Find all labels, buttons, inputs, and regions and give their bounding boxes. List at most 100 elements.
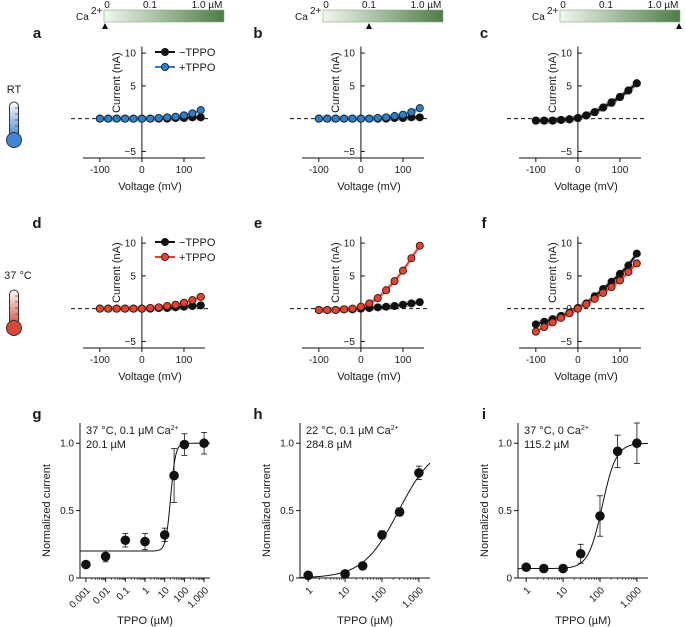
x-tick-label: 100 bbox=[612, 165, 629, 176]
ca-tick: 0 bbox=[560, 0, 566, 11]
legend: −TPPO +TPPO bbox=[155, 47, 216, 74]
data-point bbox=[407, 254, 416, 263]
x-axis-label: TPPO (µM) bbox=[555, 615, 611, 627]
condition-label: 22 °C, 0.1 µM Ca2+ bbox=[306, 425, 399, 437]
data-point bbox=[632, 259, 641, 268]
data-point bbox=[163, 302, 172, 311]
data-point bbox=[632, 79, 641, 88]
data-point bbox=[95, 114, 104, 123]
legend-marker bbox=[160, 252, 169, 261]
x-axis-label: Voltage (mV) bbox=[337, 181, 401, 193]
data-point bbox=[538, 563, 549, 574]
ca-marker bbox=[366, 23, 372, 29]
panel-label: d bbox=[32, 215, 41, 232]
data-point bbox=[407, 108, 416, 117]
data-point bbox=[573, 114, 582, 123]
data-point bbox=[340, 569, 350, 579]
panel-h: h 0 0.5 1.0 Normalized current 1 10 100 1,000 TPP… bbox=[253, 406, 431, 627]
ec50-label: 284.8 µM bbox=[306, 439, 352, 451]
data-point bbox=[179, 111, 188, 120]
data-point bbox=[169, 470, 179, 481]
data-point bbox=[612, 446, 623, 457]
data-point bbox=[179, 439, 190, 450]
x-tick-label: 1,000 bbox=[618, 585, 644, 611]
data-point bbox=[112, 114, 121, 123]
condition-label: 37 °C, 0 Ca2+ bbox=[524, 425, 589, 437]
panel-label: f bbox=[482, 215, 488, 232]
thermo-bulb bbox=[6, 320, 22, 336]
data-point bbox=[196, 106, 205, 115]
data-point bbox=[415, 104, 424, 113]
legend-label-minus: −TPPO bbox=[179, 47, 216, 59]
x-tick-label: -100 bbox=[90, 355, 110, 366]
data-point bbox=[112, 304, 121, 313]
y-axis-label: Normalized current bbox=[479, 464, 491, 557]
data-point bbox=[582, 300, 591, 309]
x-axis-label: TPPO (µM) bbox=[337, 615, 393, 627]
data-point bbox=[104, 304, 113, 313]
panel-label: h bbox=[253, 406, 262, 423]
data-point bbox=[558, 563, 568, 574]
thermo-bulb bbox=[6, 132, 22, 148]
panel-label: a bbox=[33, 25, 42, 42]
data-point bbox=[196, 113, 205, 122]
data-point bbox=[120, 535, 131, 546]
y-tick-label: 5 bbox=[349, 271, 355, 282]
ca-gradient-bar bbox=[103, 9, 225, 23]
data-point bbox=[415, 113, 424, 122]
panel-label: e bbox=[254, 215, 262, 232]
data-point bbox=[565, 309, 574, 318]
data-point bbox=[632, 438, 642, 449]
ca-tick: 0 bbox=[104, 0, 110, 11]
y-axis-label: Current (nA) bbox=[111, 52, 123, 113]
data-point bbox=[323, 305, 332, 314]
ca-label-sup: 2+ bbox=[91, 6, 103, 17]
panel-label: i bbox=[482, 406, 486, 423]
data-point bbox=[595, 511, 605, 521]
legend-label-plus: +TPPO bbox=[179, 62, 216, 74]
legend-label-minus: −TPPO bbox=[179, 237, 216, 249]
y-tick-label: 5 bbox=[130, 271, 136, 282]
data-point bbox=[531, 116, 540, 125]
x-tick-label: 0 bbox=[139, 165, 145, 176]
x-tick-label: 0 bbox=[139, 355, 145, 366]
y-tick-label: 5 bbox=[130, 81, 136, 92]
ca-tick: 1.0 µM bbox=[648, 0, 679, 11]
data-point bbox=[615, 93, 624, 102]
ca-tick: 0.1 bbox=[599, 0, 613, 11]
y-tick-label: 0.5 bbox=[60, 506, 74, 517]
data-point bbox=[188, 109, 197, 118]
data-point bbox=[199, 438, 209, 449]
data-point bbox=[196, 292, 205, 301]
data-point bbox=[159, 530, 170, 540]
ca-gradient-bar bbox=[559, 9, 681, 23]
x-tick-label: 100 bbox=[612, 355, 629, 366]
ca-label: Ca bbox=[76, 12, 89, 23]
data-point bbox=[356, 302, 365, 311]
data-point bbox=[154, 303, 163, 312]
x-tick-label: 1,000 bbox=[400, 585, 426, 611]
ec50-label: 20.1 µM bbox=[86, 439, 126, 451]
data-point bbox=[137, 304, 146, 313]
data-point bbox=[557, 313, 566, 322]
data-point bbox=[163, 113, 172, 122]
ca-tick: 0.1 bbox=[143, 0, 157, 11]
data-point bbox=[548, 318, 557, 327]
y-axis-label: Current (nA) bbox=[547, 242, 559, 303]
data-point bbox=[81, 559, 91, 570]
ca-marker bbox=[676, 23, 682, 29]
data-point bbox=[179, 298, 188, 307]
data-point bbox=[607, 283, 616, 292]
data-point bbox=[95, 304, 104, 313]
data-point bbox=[414, 468, 424, 478]
x-tick-label: -100 bbox=[526, 165, 546, 176]
ca-marker bbox=[102, 23, 108, 29]
data-point bbox=[531, 320, 540, 329]
y-tick-label: 1.0 bbox=[60, 439, 74, 450]
data-point bbox=[398, 266, 407, 275]
x-axis-label: Voltage (mV) bbox=[118, 181, 182, 193]
data-point bbox=[331, 305, 340, 314]
